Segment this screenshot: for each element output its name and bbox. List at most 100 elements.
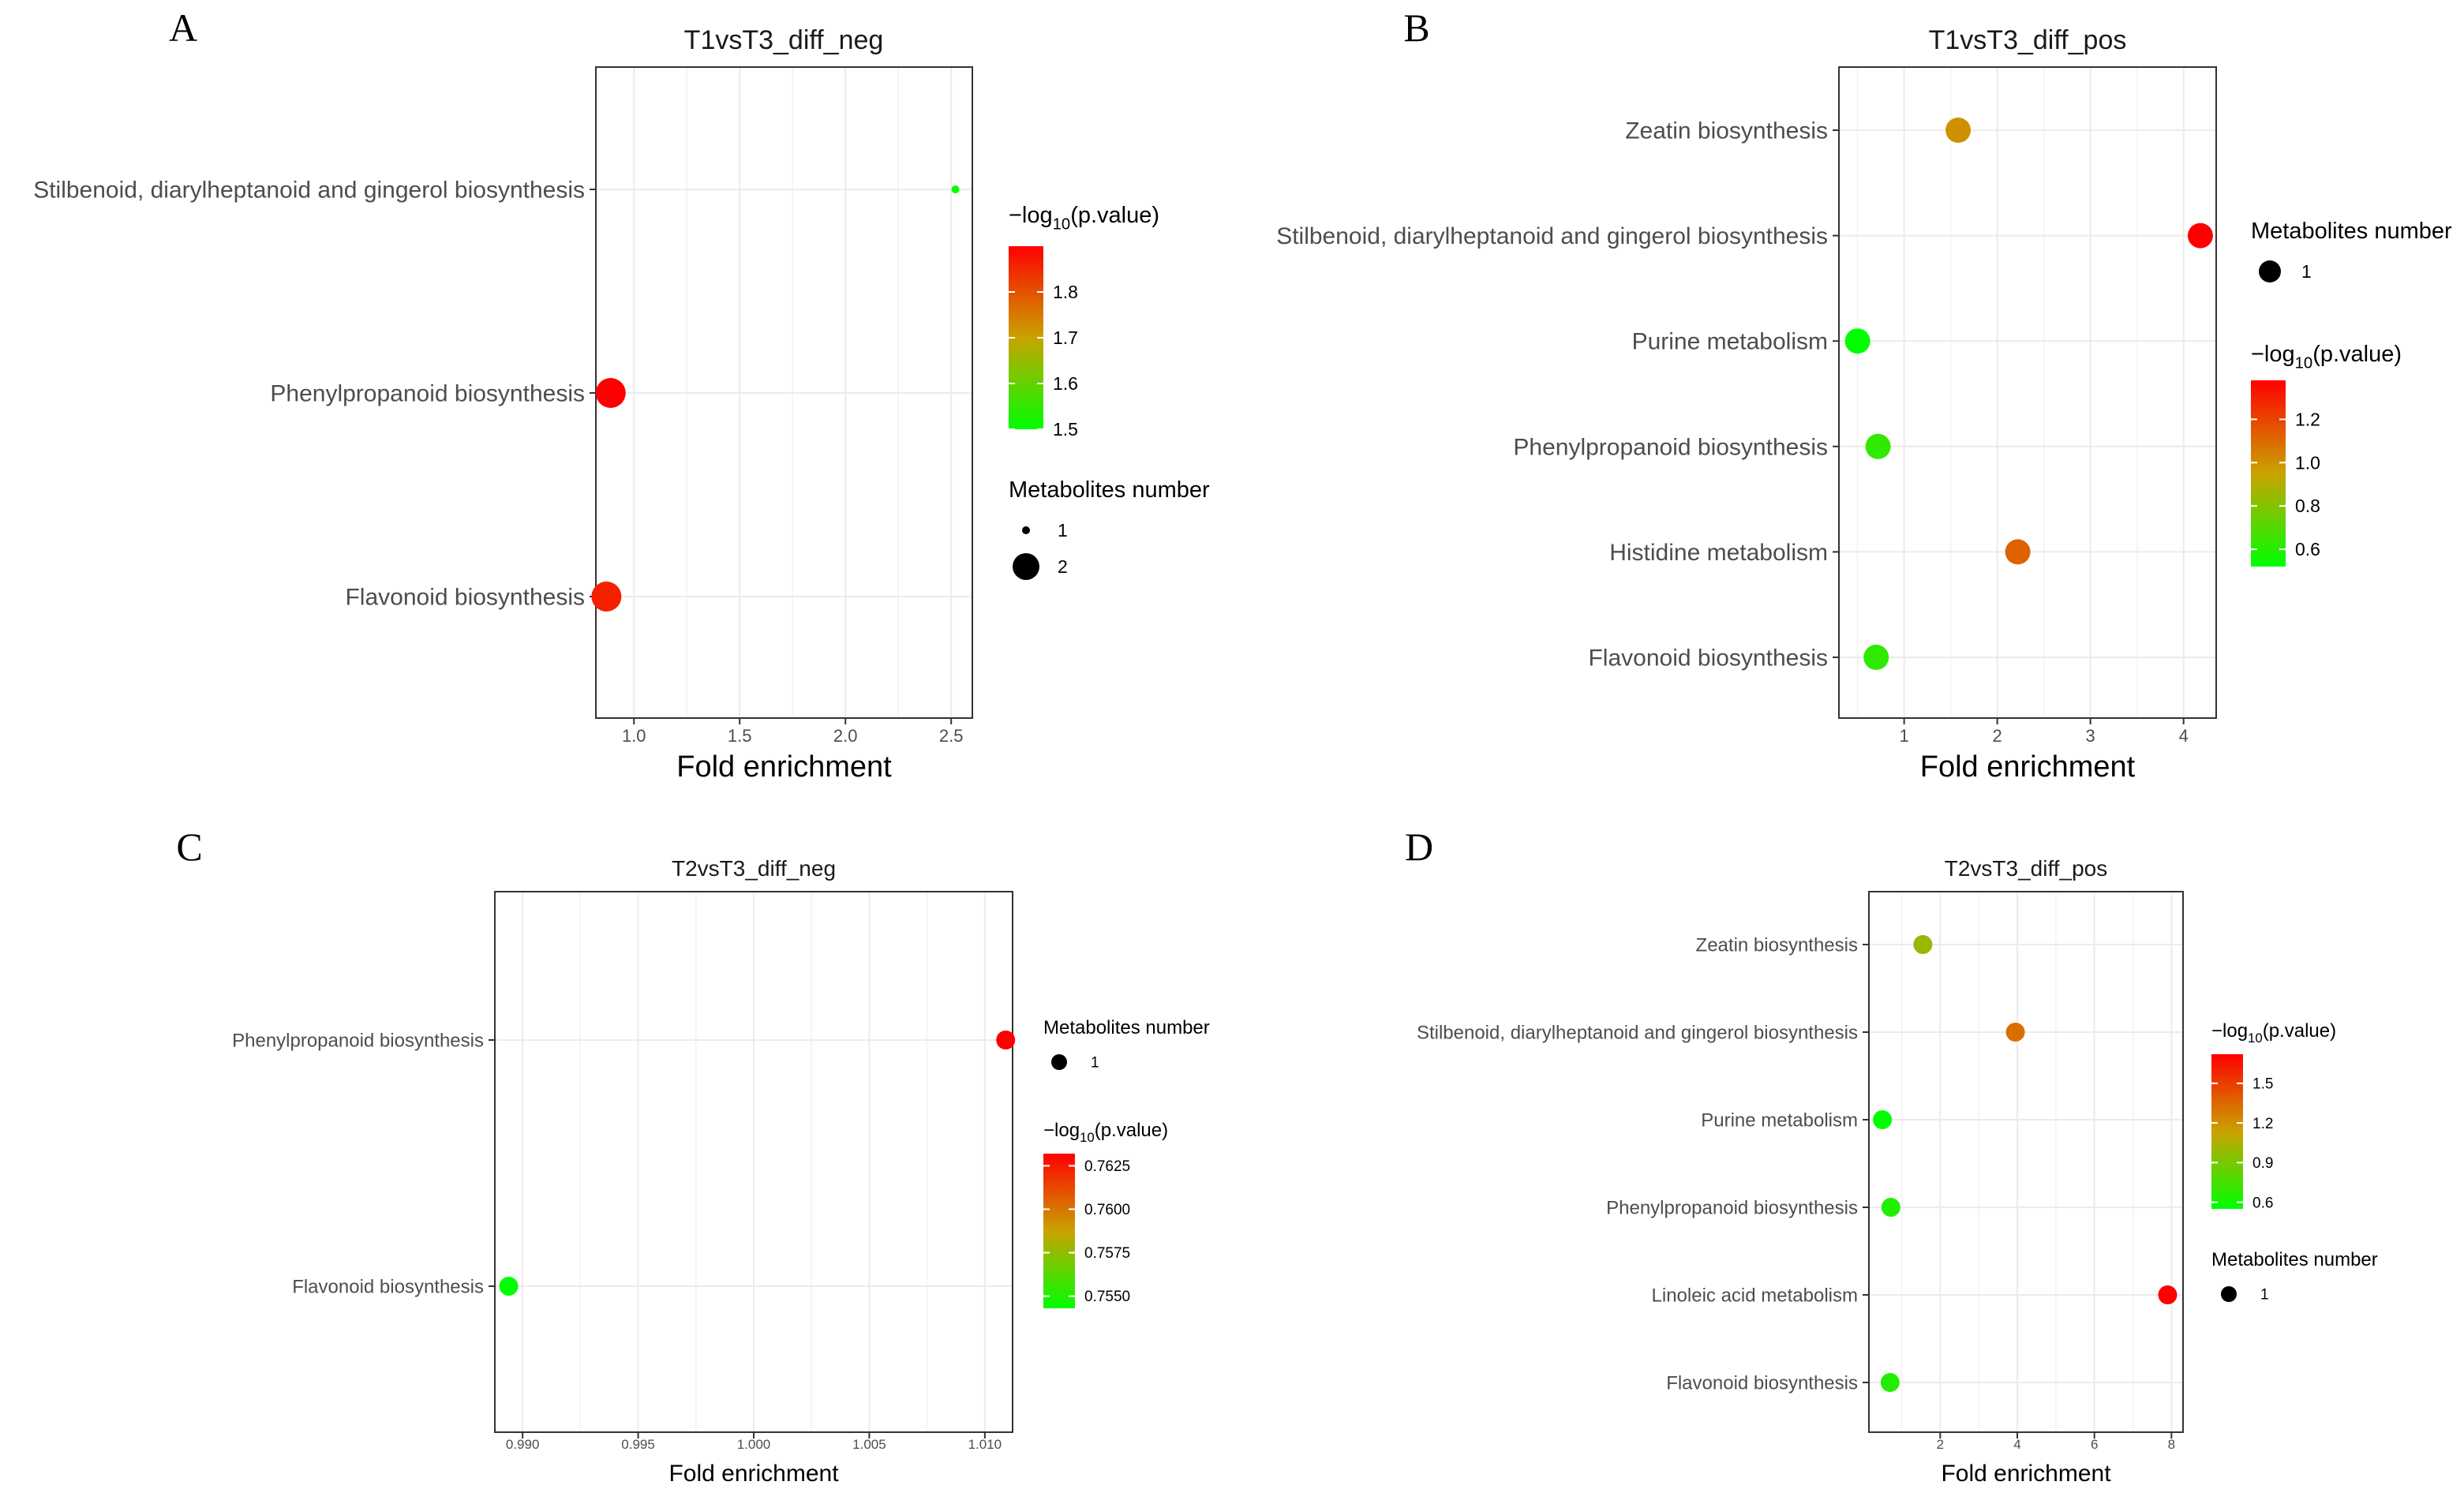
y-tick-label: Purine metabolism: [1701, 1109, 1858, 1131]
x-tick-label: 1: [1899, 726, 1908, 746]
size-legend-dot: [2221, 1286, 2237, 1302]
color-bar-label: 0.9: [2252, 1155, 2273, 1172]
x-tick-label: 2.0: [833, 726, 858, 746]
size-legend-dot: [1022, 526, 1030, 534]
color-bar-label: 0.7550: [1084, 1289, 1130, 1305]
data-point: [2005, 1023, 2025, 1042]
x-tick-label: 1.5: [728, 726, 752, 746]
color-bar-label: 1.7: [1053, 327, 1078, 348]
data-point: [1913, 935, 1933, 954]
x-axis-label: Fold enrichment: [1920, 750, 2136, 784]
data-point: [1863, 645, 1889, 670]
panel-c: C T2vsT3_diff_neg 0.990 0.995 1.000 1.005 1.01…: [176, 825, 1209, 1487]
data-point: [1945, 118, 1972, 143]
plot-area: [1869, 892, 2183, 1432]
panel-letter-a: A: [169, 6, 197, 50]
data-point: [2187, 223, 2213, 249]
y-tick-label: Flavonoid biosynthesis: [292, 1276, 484, 1297]
color-legend-title: −log10(p.value): [2211, 1020, 2336, 1046]
panel-letter-d: D: [1405, 825, 1433, 869]
y-tick-label: Linoleic acid metabolism: [1652, 1285, 1858, 1306]
color-bar-label: 0.7600: [1084, 1202, 1130, 1218]
size-legend-title: Metabolites number: [1043, 1017, 1210, 1038]
data-point: [996, 1031, 1016, 1049]
y-tick-label: Zeatin biosynthesis: [1696, 934, 1858, 956]
x-tick-label: 1.010: [968, 1437, 1002, 1452]
panel-a: A T1vsT3_diff_neg 1.0 1.5 2.0 2.5 Stilbenoid, …: [33, 6, 1210, 784]
size-legend-title: Metabolites number: [2211, 1249, 2378, 1270]
color-bar: [2211, 1054, 2243, 1209]
color-bar-label: 1.5: [1053, 419, 1078, 440]
y-tick-label: Phenylpropanoid biosynthesis: [1513, 434, 1828, 460]
panel-letter-c: C: [176, 825, 202, 869]
data-point: [1844, 328, 1870, 354]
data-point: [2158, 1285, 2178, 1304]
plot-border: [1838, 66, 2217, 719]
data-point: [1880, 1373, 1900, 1392]
data-point: [595, 378, 626, 408]
y-tick-label: Purine metabolism: [1632, 329, 1828, 355]
data-point: [1873, 1110, 1893, 1129]
data-point: [591, 582, 622, 612]
panel-letter-b: B: [1403, 6, 1429, 50]
color-bar-label: 1.6: [1053, 373, 1078, 394]
color-bar-label: 1.8: [1053, 282, 1078, 302]
color-legend-title: −log10(p.value): [1043, 1120, 1168, 1145]
x-tick-label: 3: [2086, 726, 2095, 746]
x-tick-label: 4: [2013, 1437, 2020, 1452]
y-tick-label: Histidine metabolism: [1609, 540, 1828, 566]
plot-title: T2vsT3_diff_neg: [672, 856, 836, 881]
y-tick-label: Stilbenoid, diarylheptanoid and gingerol…: [1417, 1022, 1858, 1043]
x-tick-label: 2: [1937, 1437, 1944, 1452]
size-legend-dot: [1051, 1054, 1067, 1070]
x-tick-label: 8: [2168, 1437, 2175, 1452]
panel-d: D T2vsT3_diff_pos 2 4 6 8 Zeatin biosynthesis S…: [1405, 825, 2378, 1487]
data-point: [951, 185, 960, 193]
y-tick-label: Phenylpropanoid biosynthesis: [1606, 1197, 1858, 1218]
data-point: [1865, 433, 1891, 459]
size-legend-title: Metabolites number: [2251, 219, 2452, 244]
x-axis-label: Fold enrichment: [676, 750, 892, 784]
x-axis-label: Fold enrichment: [1941, 1461, 2111, 1487]
y-tick-label: Flavonoid biosynthesis: [345, 585, 585, 611]
x-tick-label: 4: [2179, 726, 2189, 746]
color-bar-label: 0.7625: [1084, 1158, 1130, 1175]
color-bar-label: 0.7575: [1084, 1245, 1130, 1262]
x-tick-label: 0.995: [621, 1437, 655, 1452]
plot-border: [1868, 891, 2184, 1433]
data-point: [1881, 1198, 1900, 1217]
y-tick-label: Flavonoid biosynthesis: [1588, 645, 1828, 672]
color-legend-title: −log10(p.value): [2251, 342, 2402, 372]
data-point: [2005, 539, 2031, 565]
y-tick-label: Stilbenoid, diarylheptanoid and gingerol…: [33, 178, 585, 204]
color-bar-label: 1.2: [2295, 409, 2320, 429]
color-bar: [1043, 1154, 1075, 1308]
y-tick-label: Phenylpropanoid biosynthesis: [232, 1030, 484, 1051]
size-legend-title: Metabolites number: [1009, 477, 1210, 503]
panel-b: B T1vsT3_diff_pos 1 2 3 4 Zeatin biosynthesis S…: [1276, 6, 2452, 784]
x-tick-label: 0.990: [506, 1437, 540, 1452]
size-legend-label: 1: [1058, 520, 1068, 541]
plot-border: [494, 891, 1013, 1433]
x-tick-label: 6: [2091, 1437, 2098, 1452]
plot-title: T2vsT3_diff_pos: [1945, 856, 2108, 881]
size-legend-label: 1: [2260, 1287, 2269, 1304]
plot-area: [1839, 67, 2216, 718]
x-tick-label: 1.0: [622, 726, 646, 746]
y-tick-label: Flavonoid biosynthesis: [1666, 1372, 1858, 1394]
x-tick-label: 1.000: [737, 1437, 771, 1452]
x-tick-label: 2.5: [939, 726, 964, 746]
y-tick-label: Phenylpropanoid biosynthesis: [270, 381, 585, 407]
size-legend-label: 2: [1058, 556, 1068, 577]
color-bar-label: 1.5: [2252, 1076, 2273, 1093]
size-legend-dot: [1013, 553, 1039, 580]
color-bar-label: 1.0: [2295, 452, 2320, 473]
color-legend-title: −log10(p.value): [1009, 203, 1159, 234]
size-legend-label: 1: [1091, 1055, 1099, 1072]
size-legend-dot: [2259, 260, 2281, 282]
color-bar-label: 0.6: [2295, 539, 2320, 559]
color-bar-label: 0.6: [2252, 1195, 2273, 1211]
color-bar-label: 1.2: [2252, 1116, 2273, 1132]
plot-title: T1vsT3_diff_neg: [684, 25, 884, 55]
